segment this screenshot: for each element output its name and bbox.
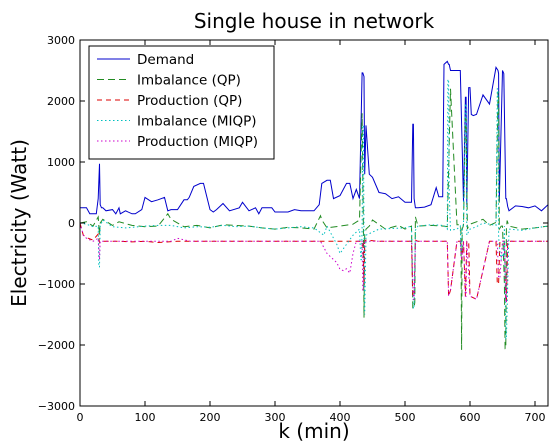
x-tick-label: 0 bbox=[77, 411, 84, 424]
legend-label-0: Demand bbox=[137, 52, 194, 68]
x-tick-label: 100 bbox=[135, 411, 156, 424]
y-tick-label: 3000 bbox=[47, 34, 75, 47]
chart-title: Single house in network bbox=[194, 9, 435, 33]
legend: Demand Imbalance (QP) Production (QP) Imbal… bbox=[88, 45, 275, 160]
series-line-1 bbox=[80, 88, 548, 350]
x-tick-label: 600 bbox=[460, 411, 481, 424]
x-tick-label: 500 bbox=[395, 411, 416, 424]
y-axis: −3000 −2000 −1000 0 1000 2000 3000 bbox=[38, 34, 548, 413]
series-line-4 bbox=[80, 222, 548, 303]
y-tick-label: −3000 bbox=[38, 400, 75, 413]
x-tick-label: 200 bbox=[200, 411, 221, 424]
x-tick-label: 400 bbox=[330, 411, 351, 424]
y-tick-label: 2000 bbox=[47, 95, 75, 108]
legend-label-3: Imbalance (MIQP) bbox=[137, 114, 257, 130]
legend-label-2: Production (QP) bbox=[137, 93, 242, 109]
x-axis: 0 100 200 300 400 500 600 700 bbox=[77, 40, 546, 424]
y-axis-label: Electricity (Watt) bbox=[7, 139, 31, 307]
y-tick-label: 0 bbox=[68, 217, 75, 230]
legend-label-1: Imbalance (QP) bbox=[137, 73, 241, 89]
y-tick-label: −2000 bbox=[38, 339, 75, 352]
legend-box bbox=[88, 45, 275, 160]
y-tick-label: 1000 bbox=[47, 156, 75, 169]
x-tick-label: 700 bbox=[525, 411, 546, 424]
x-axis-label: k (min) bbox=[278, 419, 349, 441]
legend-label-4: Production (MIQP) bbox=[137, 134, 258, 150]
x-tick-label: 300 bbox=[265, 411, 286, 424]
series-group bbox=[80, 60, 548, 350]
y-tick-label: −1000 bbox=[38, 278, 75, 291]
series-line-0 bbox=[80, 60, 548, 215]
